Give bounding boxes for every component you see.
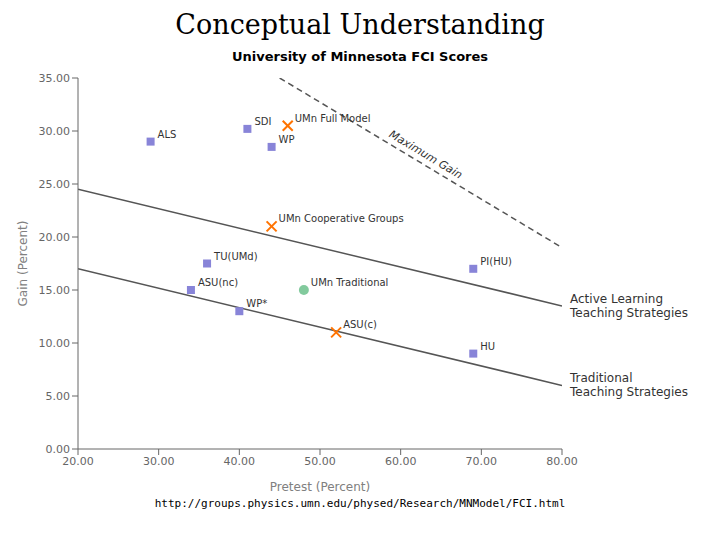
svg-text:SDI: SDI <box>254 116 271 127</box>
svg-text:HU: HU <box>480 341 495 352</box>
svg-text:20.00: 20.00 <box>39 231 71 244</box>
svg-text:WP: WP <box>279 134 295 145</box>
svg-text:WP*: WP* <box>246 298 267 309</box>
svg-text:15.00: 15.00 <box>39 284 71 297</box>
svg-text:UMn Cooperative Groups: UMn Cooperative Groups <box>279 213 404 224</box>
svg-text:80.00: 80.00 <box>546 455 578 468</box>
html-text:http://groups.physics.umn.edu/: http://groups.physics.umn.edu/physed/Res… <box>154 497 566 510</box>
svg-text:0.00: 0.00 <box>46 443 71 456</box>
svg-text:35.00: 35.00 <box>39 72 71 85</box>
svg-text:30.00: 30.00 <box>39 125 71 138</box>
svg-text:60.00: 60.00 <box>385 455 417 468</box>
svg-text:25.00: 25.00 <box>39 178 71 191</box>
svg-text:TU(UMd): TU(UMd) <box>213 251 258 262</box>
html-text:University of Minnesota FCI Sc: University of Minnesota FCI Scores <box>231 49 489 64</box>
html-text:Conceptual Understanding: Conceptual Understanding <box>175 9 545 40</box>
svg-text:5.00: 5.00 <box>46 390 71 403</box>
svg-text:Maximum Gain: Maximum Gain <box>387 128 465 182</box>
svg-text:10.00: 10.00 <box>39 337 71 350</box>
svg-text:ASU(c): ASU(c) <box>343 319 377 330</box>
svg-text:UMn Traditional: UMn Traditional <box>311 277 389 288</box>
svg-text:Active LearningTeaching Strate: Active LearningTeaching Strategies <box>569 291 688 319</box>
svg-text:Pretest (Percent): Pretest (Percent) <box>270 480 370 494</box>
svg-text:TraditionalTeaching Strategies: TraditionalTeaching Strategies <box>569 371 688 399</box>
svg-text:PI(HU): PI(HU) <box>480 256 512 267</box>
svg-text:70.00: 70.00 <box>466 455 498 468</box>
svg-text:Gain (Percent): Gain (Percent) <box>16 221 30 307</box>
svg-text:ASU(nc): ASU(nc) <box>198 277 238 288</box>
svg-text:30.00: 30.00 <box>143 455 175 468</box>
svg-text:20.00: 20.00 <box>62 455 94 468</box>
svg-text:ALS: ALS <box>158 129 177 140</box>
svg-text:40.00: 40.00 <box>224 455 256 468</box>
svg-text:UMn Full Model: UMn Full Model <box>295 113 371 124</box>
svg-text:50.00: 50.00 <box>304 455 336 468</box>
